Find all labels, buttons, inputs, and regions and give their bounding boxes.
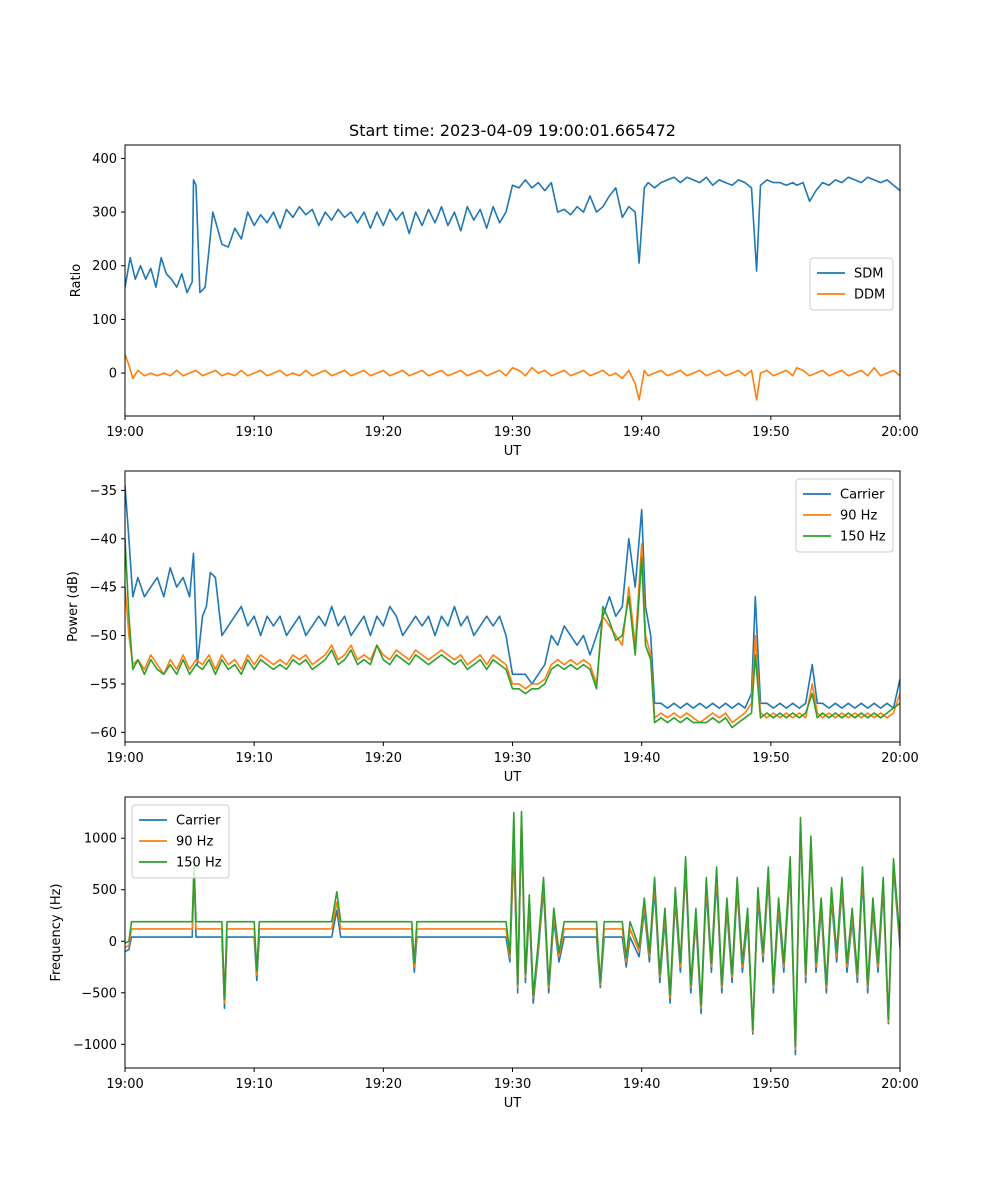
frequency-x-tick-label: 19:40	[623, 1077, 660, 1092]
power-series-carrier-line	[125, 485, 900, 709]
frequency-legend-label: Carrier	[176, 814, 221, 829]
ratio-x-tick-label: 19:50	[752, 425, 789, 440]
ratio-y-tick-label: 200	[92, 259, 117, 274]
frequency-y-tick-label: −500	[81, 986, 117, 1001]
frequency-series-150-hz-line	[125, 810, 900, 1048]
ratio-legend: SDM DDM	[809, 257, 894, 311]
ratio-legend-label: SDM	[854, 267, 883, 282]
ratio-x-axis-label: UT	[504, 444, 522, 459]
ratio-y-tick-label: 100	[92, 313, 117, 328]
ratio-chart-title: Start time: 2023-04-09 19:00:01.665472	[349, 121, 676, 140]
power-y-tick-label: −50	[90, 629, 117, 644]
frequency-x-tick-label: 19:10	[235, 1077, 272, 1092]
ratio-legend-label: DDM	[854, 288, 885, 303]
ratio-y-tick-label: 0	[109, 367, 117, 382]
frequency-x-tick-label: 19:20	[365, 1077, 402, 1092]
ratio-x-tick-label: 19:00	[106, 425, 143, 440]
ratio-x-tick-label: 19:20	[365, 425, 402, 440]
frequency-y-tick-label: −1000	[73, 1038, 117, 1053]
power-x-tick-label: 20:00	[881, 751, 918, 766]
ratio-x-tick-label: 19:30	[494, 425, 531, 440]
frequency-y-tick-label: 0	[109, 935, 117, 950]
power-y-tick-label: −45	[90, 581, 117, 596]
ratio-y-axis-label: Ratio	[69, 264, 84, 297]
power-x-tick-label: 19:10	[235, 751, 272, 766]
ratio-series-sdm-line	[125, 176, 900, 294]
power-y-tick-label: −35	[90, 484, 117, 499]
ratio-series-group	[125, 176, 900, 401]
frequency-y-axis-label: Frequency (Hz)	[49, 883, 64, 981]
ratio-x-tick-label: 19:40	[623, 425, 660, 440]
power-series-group	[125, 485, 900, 729]
power-legend-label: 150 Hz	[840, 530, 886, 545]
ratio-y-tick-label: 400	[92, 152, 117, 167]
power-panel: 19:00 19:10 19:20 19:30 19:40 19:50 20:00 −35 −4…	[66, 470, 919, 785]
power-x-tick-label: 19:30	[494, 751, 531, 766]
ratio-panel: 19:00 19:10 19:20 19:30 19:40 19:50 20:00 0 100 2…	[69, 121, 919, 459]
power-legend-box	[795, 478, 894, 553]
frequency-legend-box	[131, 804, 230, 879]
power-legend-label: Carrier	[840, 488, 885, 503]
ratio-legend-box	[809, 257, 894, 311]
frequency-legend-label: 90 Hz	[176, 835, 213, 850]
frequency-y-tick-label: 500	[92, 883, 117, 898]
ratio-x-tick-label: 19:10	[235, 425, 272, 440]
power-y-tick-label: −60	[90, 726, 117, 741]
frequency-y-tick-label: 1000	[84, 832, 117, 847]
power-legend: Carrier 90 Hz 150 Hz	[795, 478, 894, 553]
power-x-tick-label: 19:20	[365, 751, 402, 766]
ratio-series-ddm-line	[125, 354, 900, 401]
frequency-panel: 19:00 19:10 19:20 19:30 19:40 19:50 20:00 1000 5…	[49, 796, 919, 1111]
frequency-series-group	[125, 810, 900, 1056]
power-y-tick-label: −55	[90, 677, 117, 692]
power-y-tick-label: −40	[90, 532, 117, 547]
frequency-x-tick-label: 19:50	[752, 1077, 789, 1092]
power-x-tick-label: 19:00	[106, 751, 143, 766]
frequency-x-tick-label: 19:30	[494, 1077, 531, 1092]
frequency-x-tick-label: 20:00	[881, 1077, 918, 1092]
frequency-x-tick-label: 19:00	[106, 1077, 143, 1092]
power-x-tick-label: 19:50	[752, 751, 789, 766]
power-x-axis-label: UT	[504, 770, 522, 785]
power-legend-label: 90 Hz	[840, 509, 877, 524]
power-y-axis-label: Power (dB)	[66, 571, 81, 642]
power-x-tick-label: 19:40	[623, 751, 660, 766]
power-series-150-hz-line	[125, 538, 900, 729]
ratio-x-tick-label: 20:00	[881, 425, 918, 440]
ratio-y-tick-label: 300	[92, 206, 117, 221]
frequency-legend: Carrier 90 Hz 150 Hz	[131, 804, 230, 879]
frequency-legend-label: 150 Hz	[176, 856, 222, 871]
frequency-x-axis-label: UT	[504, 1096, 522, 1111]
